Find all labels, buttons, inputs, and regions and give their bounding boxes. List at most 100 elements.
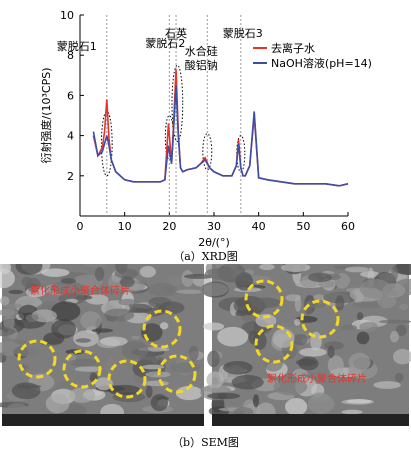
sem-texture — [107, 384, 141, 396]
sem-texture — [2, 303, 23, 309]
xrd-chart: 2 4 6 8 10 0 10 20 30 40 50 60 2θ/(°) 衍射强度/(10³CPS) 蒙脱… — [39, 9, 372, 249]
sem-texture — [104, 308, 135, 322]
sem-texture — [249, 297, 282, 309]
sem-texture — [145, 385, 153, 398]
sem-texture — [344, 266, 369, 273]
x-tick-label: 40 — [252, 220, 266, 233]
sem-texture — [147, 282, 176, 297]
sem-texture — [118, 298, 137, 306]
sem-texture — [352, 301, 385, 309]
sem-texture — [91, 328, 114, 333]
sem-texture — [175, 385, 203, 401]
y-tick-label: 2 — [67, 170, 74, 183]
sem-texture — [8, 289, 24, 295]
sem-texture — [392, 348, 411, 365]
sem-texture — [100, 336, 128, 347]
sem-texture — [158, 301, 185, 315]
sem-texture — [0, 268, 15, 289]
sem-texture — [231, 374, 264, 390]
sem-texture — [206, 392, 241, 400]
sem-texture — [281, 264, 311, 272]
sem-highlight — [254, 324, 294, 364]
caption-b: （b）SEM图 — [172, 436, 239, 449]
annotation: 蒙脱石3 — [223, 26, 263, 40]
sem-texture — [327, 355, 344, 375]
sem-texture — [15, 264, 43, 275]
sem-texture — [298, 356, 319, 371]
sem-texture — [121, 341, 149, 360]
sem-texture — [150, 394, 169, 412]
x-tick-label: 50 — [296, 220, 310, 233]
sem-texture — [252, 394, 259, 408]
sem-texture — [169, 362, 201, 373]
sem-texture — [359, 321, 379, 333]
annotation: 蒙脱石1 — [57, 39, 97, 53]
peak-highlight — [202, 133, 213, 171]
y-tick-label: 8 — [67, 49, 74, 62]
sem-texture — [176, 289, 204, 294]
sem-texture — [0, 327, 16, 337]
sem-texture — [273, 378, 308, 396]
sem-info-bar — [2, 414, 204, 426]
caption-a: （a）XRD图 — [173, 250, 238, 263]
sem-texture — [299, 347, 327, 357]
x-tick-label: 30 — [207, 220, 221, 233]
sem-texture — [356, 331, 370, 345]
sem-texture — [399, 303, 409, 311]
sem-texture — [341, 409, 363, 415]
sem-texture — [346, 399, 372, 404]
peak-highlight — [236, 135, 246, 173]
sem-texture — [139, 266, 156, 278]
sem-texture — [3, 315, 15, 330]
peak-highlight — [171, 64, 184, 143]
sem-highlight — [142, 309, 182, 349]
sem-texture — [68, 358, 99, 367]
sem-texture — [159, 322, 169, 330]
sem-texture — [327, 345, 335, 359]
sem-texture — [68, 387, 96, 403]
sem-highlight — [244, 279, 284, 319]
sem-texture — [202, 322, 225, 331]
annotation: 蒙脱石2 — [145, 36, 185, 50]
sem-texture — [0, 296, 10, 306]
sem-texture — [115, 264, 128, 275]
sem-texture — [341, 324, 358, 331]
sem-texture — [75, 338, 91, 343]
sem-texture — [41, 268, 70, 277]
legend-label: 去离子水 — [271, 41, 315, 55]
sem-texture — [51, 301, 81, 322]
sem-texture — [82, 264, 107, 268]
sem-texture — [204, 267, 238, 280]
annotation: 酸铝钠 — [185, 58, 218, 72]
sem-label: 絮化形成小聚合体碎片 — [30, 284, 130, 297]
y-tick-label: 10 — [60, 9, 74, 22]
sem-texture — [389, 330, 399, 343]
sem-texture — [50, 280, 83, 295]
sem-texture — [207, 350, 220, 368]
sem-texture — [94, 266, 105, 282]
sem-texture — [80, 311, 102, 330]
sem-texture — [259, 264, 275, 271]
sem-texture — [285, 397, 308, 416]
sem-texture — [74, 366, 103, 372]
sem-highlight — [157, 354, 197, 394]
sem-texture — [217, 326, 249, 347]
y-axis-label: 衍射强度/(10³CPS) — [39, 68, 53, 164]
sem-texture — [255, 313, 277, 328]
sem-texture — [306, 299, 327, 309]
sem-texture — [25, 314, 39, 322]
legend-label: NaOH溶液(pH=14) — [271, 56, 372, 70]
sem-texture — [13, 339, 27, 344]
sem-texture — [6, 402, 29, 418]
sem-texture — [123, 303, 153, 314]
sem-highlight — [107, 359, 147, 399]
sem-texture — [235, 310, 248, 317]
sem-texture — [348, 352, 371, 372]
sem-texture — [373, 381, 401, 389]
sem-texture — [45, 393, 70, 414]
sem-texture — [285, 294, 301, 302]
y-tick-label: 4 — [67, 130, 74, 143]
sem-highlight — [17, 339, 57, 379]
sem-highlight — [300, 299, 340, 339]
